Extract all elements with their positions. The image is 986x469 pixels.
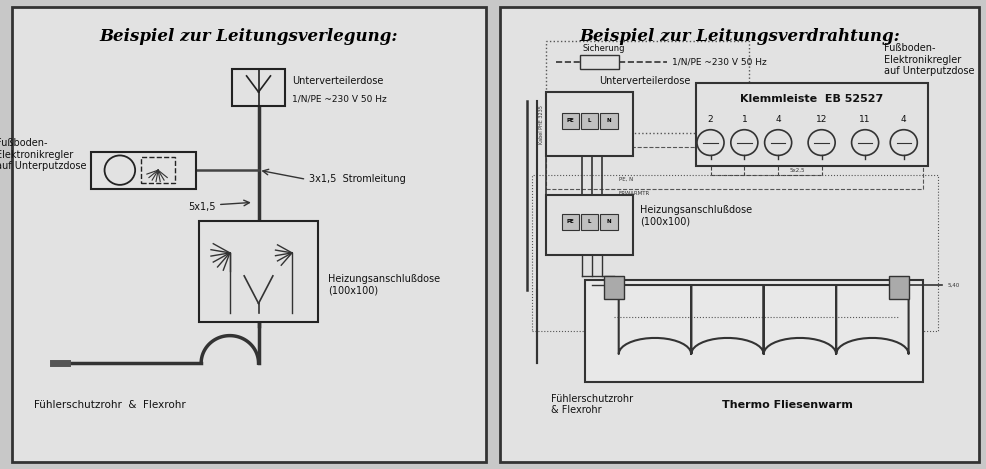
- Text: 1/N/PE ~230 V 50 Hz: 1/N/PE ~230 V 50 Hz: [292, 94, 387, 103]
- Bar: [580, 55, 619, 69]
- Text: 5,40: 5,40: [948, 282, 959, 287]
- Text: Beispiel zur Leitungsverdrahtung:: Beispiel zur Leitungsverdrahtung:: [579, 28, 900, 45]
- Bar: [581, 113, 599, 129]
- Text: Unterverteilerdose: Unterverteilerdose: [599, 76, 691, 85]
- Text: 4: 4: [775, 115, 781, 124]
- Text: Thermo Fliesenwarm: Thermo Fliesenwarm: [723, 400, 853, 409]
- Text: Heizungsanschlußdose
(100x100): Heizungsanschlußdose (100x100): [328, 274, 440, 296]
- Bar: [585, 280, 923, 382]
- Text: L: L: [588, 118, 592, 123]
- Bar: [604, 276, 623, 299]
- Bar: [546, 41, 749, 133]
- Text: Sicherung: Sicherung: [583, 44, 625, 53]
- Bar: [199, 221, 318, 322]
- Text: 1: 1: [741, 115, 747, 124]
- Bar: [889, 276, 909, 299]
- Text: Heizungsanschlußdose
(100x100): Heizungsanschlußdose (100x100): [641, 205, 752, 227]
- Text: 3x1,5  Stromleitung: 3x1,5 Stromleitung: [309, 174, 405, 184]
- Bar: [600, 113, 618, 129]
- Text: Fühlerschutzrohr  &  Flexrohr: Fühlerschutzrohr & Flexrohr: [34, 400, 185, 409]
- Text: ERWARMTR: ERWARMTR: [619, 190, 650, 196]
- Text: Klemmleiste  EB 52527: Klemmleiste EB 52527: [740, 94, 883, 104]
- Text: PE: PE: [567, 219, 574, 224]
- Bar: [546, 147, 923, 189]
- Bar: [141, 157, 175, 183]
- Bar: [696, 83, 928, 166]
- Text: 4: 4: [901, 115, 906, 124]
- Text: N: N: [606, 219, 611, 224]
- Text: 5x2,5: 5x2,5: [790, 167, 806, 173]
- Text: Kabel PHE 3235: Kabel PHE 3235: [538, 105, 544, 144]
- Bar: [233, 69, 285, 106]
- Text: PE, N: PE, N: [619, 177, 633, 182]
- Text: Beispiel zur Leitungsverlegung:: Beispiel zur Leitungsverlegung:: [100, 28, 398, 45]
- Bar: [91, 152, 196, 189]
- Text: 1/N/PE ~230 V 50 Hz: 1/N/PE ~230 V 50 Hz: [671, 58, 766, 67]
- Bar: [546, 92, 633, 156]
- Text: PE: PE: [567, 118, 574, 123]
- Text: L: L: [588, 219, 592, 224]
- Text: 11: 11: [860, 115, 871, 124]
- Text: Unterverteilerdose: Unterverteilerdose: [292, 76, 384, 85]
- Text: 2: 2: [708, 115, 713, 124]
- Text: Fußboden-
Elektronikregler
auf Unterputzdose: Fußboden- Elektronikregler auf Unterputz…: [0, 138, 87, 171]
- Text: 5x1,5: 5x1,5: [188, 202, 216, 212]
- Text: 12: 12: [816, 115, 827, 124]
- Text: N: N: [606, 118, 611, 123]
- Bar: [562, 214, 579, 230]
- Text: Fußboden-
Elektronikregler
auf Unterputzdose: Fußboden- Elektronikregler auf Unterputz…: [884, 43, 975, 76]
- Bar: [531, 175, 938, 331]
- Bar: [546, 196, 633, 255]
- Text: Fühlerschutzrohr
& Flexrohr: Fühlerschutzrohr & Flexrohr: [551, 394, 633, 416]
- Bar: [562, 113, 579, 129]
- Bar: [581, 214, 599, 230]
- Bar: [600, 214, 618, 230]
